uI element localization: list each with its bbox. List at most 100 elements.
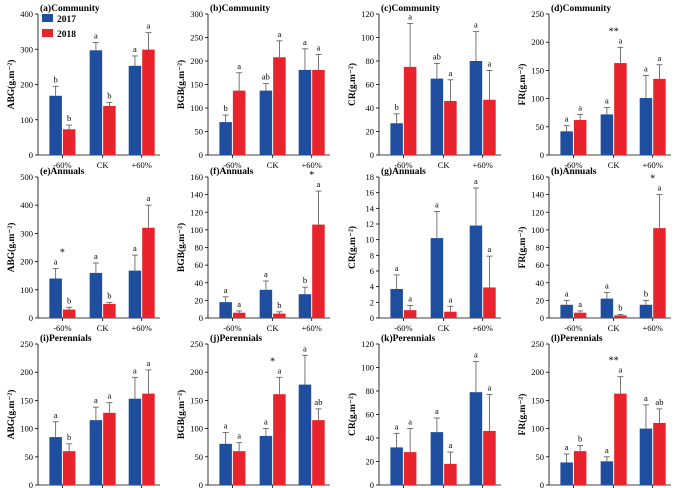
- y-axis-label: CR(g.m⁻²): [347, 393, 358, 436]
- significance-letter: b: [107, 90, 111, 100]
- y-tick-label: 0: [29, 480, 33, 488]
- bar-2017-3: [469, 392, 483, 485]
- bar-2017-3: [128, 270, 142, 318]
- bar-2018-1: [232, 90, 246, 155]
- y-tick-label: 40: [366, 103, 375, 113]
- bar-2017-2: [259, 435, 273, 485]
- significance-letter: b: [54, 74, 58, 84]
- significance-star: *: [650, 174, 655, 185]
- bar-2018-1: [403, 452, 417, 485]
- y-tick-label: 100: [531, 94, 544, 104]
- panel-10: 050100150200250BGB(g.m⁻²)(j)Perennials-6…: [176, 333, 330, 488]
- y-tick-label: 0: [29, 150, 33, 160]
- x-tick-label: -60%: [564, 323, 582, 333]
- significance-star: *: [270, 356, 275, 367]
- y-tick-label: 0: [370, 150, 374, 160]
- significance-letter: a: [449, 294, 453, 304]
- y-tick-label: 8: [370, 250, 374, 260]
- bar-2017-1: [219, 443, 232, 485]
- significance-star: *: [60, 248, 65, 259]
- significance-letter: a: [435, 199, 439, 209]
- bar-2018-1: [573, 451, 587, 485]
- panel-title: (g)Annuals: [381, 166, 426, 177]
- panel-4: 0 50 100 150 200 250 FR(g.m⁻²) (d)Community -60%…: [517, 3, 671, 170]
- bar-2017-2: [430, 238, 444, 318]
- significance-letter: b: [67, 295, 71, 305]
- bar-2018-3: [653, 228, 666, 318]
- significance-letter: a: [605, 445, 609, 455]
- y-tick-label: 250: [190, 339, 203, 349]
- significance-letter: a: [565, 442, 569, 452]
- x-tick-label: CK: [608, 323, 621, 333]
- bar-2017-1: [390, 447, 403, 485]
- significance-letter: a: [147, 193, 151, 203]
- x-tick-label: +60%: [473, 160, 493, 170]
- y-tick-label: 20: [536, 295, 545, 305]
- bar-2017-2: [600, 114, 614, 155]
- bar-2017-2: [259, 289, 273, 318]
- y-tick-label: 160: [531, 172, 544, 182]
- y-tick-label: 100: [361, 33, 374, 43]
- panel-5: 0 100 200 300 400 500 ABG(g.m⁻²) (e)Annuals -60%…: [6, 166, 160, 333]
- bar-2018-2: [273, 313, 286, 318]
- significance-letter: ab: [433, 51, 441, 61]
- panel-title: (i)Perennials: [40, 333, 92, 344]
- y-tick-label: 120: [190, 207, 203, 217]
- legend-swatch-2018: [42, 29, 53, 37]
- y-tick-label: 400: [20, 200, 33, 210]
- bar-2018-2: [273, 394, 286, 485]
- bar-2017-3: [469, 225, 483, 318]
- bar-2017-2: [600, 298, 614, 318]
- significance-letter: b: [303, 275, 307, 285]
- significance-letter: a: [408, 11, 412, 21]
- y-axis-label: CR(g.m⁻²): [347, 63, 358, 106]
- y-tick-label: 100: [190, 225, 203, 235]
- bar-2018-2: [614, 393, 627, 485]
- bar-2018-2: [614, 63, 627, 155]
- y-tick-label: 80: [536, 243, 545, 253]
- y-tick-label: 14: [366, 203, 375, 213]
- bar-2018-3: [142, 49, 155, 155]
- bar-2018-3: [312, 224, 325, 318]
- y-tick-label: 0: [29, 313, 33, 323]
- bar-2018-1: [232, 451, 246, 485]
- bar-2017-3: [298, 69, 312, 155]
- panel-title: (e)Annuals: [40, 166, 85, 177]
- bar-2017-2: [89, 272, 103, 318]
- significance-letter: b: [395, 102, 399, 112]
- y-tick-label: 100: [190, 103, 203, 113]
- significance-letter: b: [67, 113, 71, 123]
- significance-star: **: [609, 26, 619, 37]
- significance-letter: b: [67, 432, 71, 442]
- significance-letter: a: [54, 257, 58, 267]
- y-tick-label: 200: [190, 367, 203, 377]
- y-tick-label: 0: [199, 313, 203, 323]
- y-axis-label: ABG(g.m⁻²): [6, 60, 17, 110]
- bar-2018-1: [62, 129, 76, 155]
- bar-2018-1: [232, 312, 246, 318]
- bar-2017-1: [560, 462, 573, 485]
- significance-letter: a: [94, 395, 98, 405]
- significance-letter: a: [303, 37, 307, 47]
- y-axis-label: ABG(g.m⁻²): [6, 390, 17, 440]
- y-tick-label: 2: [370, 297, 374, 307]
- y-tick-label: 20: [366, 457, 375, 467]
- y-tick-label: 100: [20, 115, 33, 125]
- bar-2017-2: [430, 432, 444, 485]
- bar-2017-3: [298, 294, 312, 318]
- y-tick-label: 80: [366, 386, 375, 396]
- y-tick-label: 150: [20, 395, 33, 405]
- legend: 2017 2018: [42, 14, 76, 40]
- y-tick-label: 140: [531, 190, 544, 200]
- y-tick-label: 300: [190, 9, 203, 19]
- significance-letter: a: [237, 431, 241, 441]
- x-tick-label: CK: [438, 160, 451, 170]
- y-tick-label: 200: [531, 367, 544, 377]
- x-tick-label: +60%: [643, 160, 663, 170]
- significance-letter: a: [133, 243, 137, 253]
- y-tick-label: 0: [370, 313, 374, 323]
- panels: 0100200300400ABG(g.m⁻²)(a)Community-60%b…: [6, 3, 671, 488]
- significance-letter: a: [578, 102, 582, 112]
- significance-star: *: [309, 170, 314, 181]
- bar-2018-3: [312, 69, 325, 155]
